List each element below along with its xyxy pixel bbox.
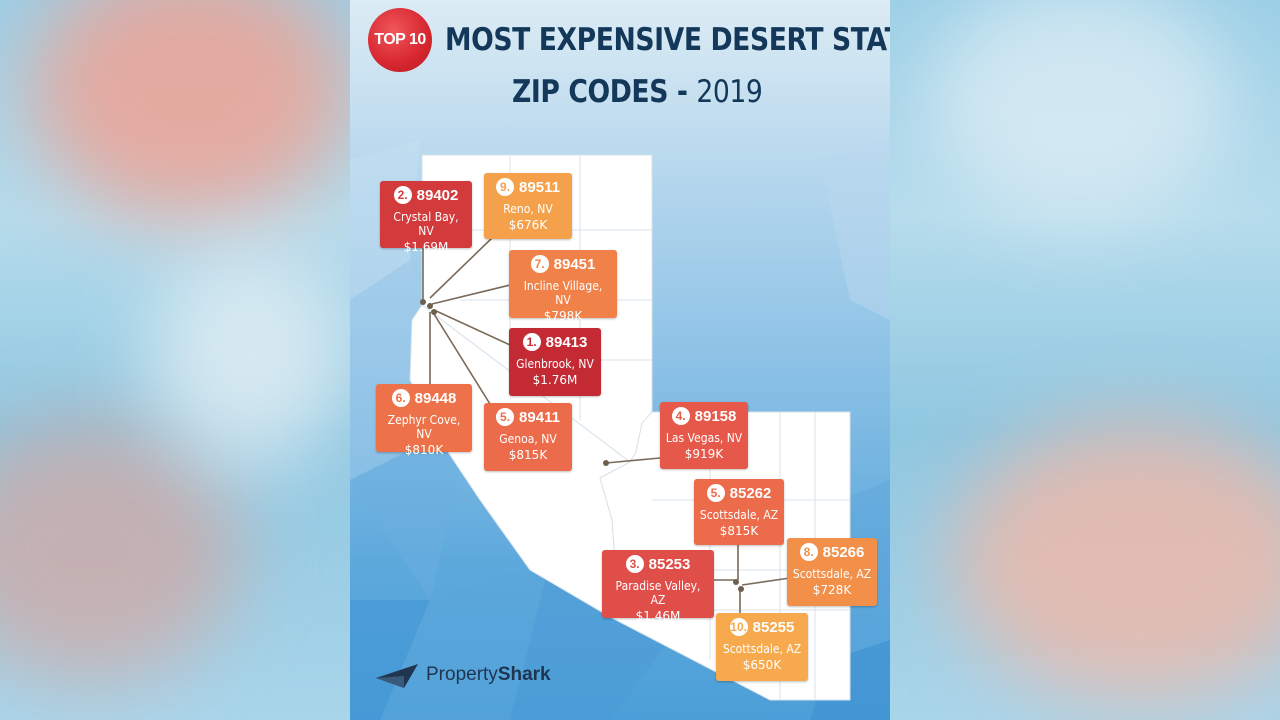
marker-card-89413[interactable]: 1. 89413 Glenbrook, NV $1.76M xyxy=(509,328,601,396)
price-label: $810K xyxy=(404,443,444,457)
marker-card-85262[interactable]: 5. 85262 Scottsdale, AZ $815K xyxy=(694,479,784,545)
marker-card-85253[interactable]: 3. 85253 Paradise Valley, AZ $1.46M xyxy=(602,550,714,623)
zip-code: 89448 xyxy=(414,389,457,407)
zip-code: 89158 xyxy=(694,407,737,425)
zip-code: 89402 xyxy=(416,186,459,204)
marker-card-89451[interactable]: 7. 89451 Incline Village, NV $798K xyxy=(509,250,617,323)
marker-connectors xyxy=(422,237,791,615)
rank-badge: 2. xyxy=(393,186,412,204)
price-label: $798K xyxy=(543,309,583,323)
marker-dots xyxy=(420,299,744,592)
left-blurred-backdrop xyxy=(0,0,350,720)
right-blurred-backdrop xyxy=(890,0,1280,720)
price-label: $815K xyxy=(508,448,548,462)
price-label: $1.46M xyxy=(635,609,681,623)
price-label: $728K xyxy=(812,583,852,597)
zip-code: 85266 xyxy=(822,543,865,561)
price-label: $650K xyxy=(742,658,782,672)
rank-badge: 10. xyxy=(729,618,748,636)
city-label: Zephyr Cove, NV xyxy=(387,413,461,441)
marker-card-89158[interactable]: 4. 89158 Las Vegas, NV $919K xyxy=(660,402,748,469)
price-label: $1.69M xyxy=(403,240,449,254)
zip-code: 89413 xyxy=(545,333,588,351)
city-label: Incline Village, NV xyxy=(523,279,603,307)
city-label: Scottsdale, AZ xyxy=(699,508,779,522)
city-label: Las Vegas, NV xyxy=(665,431,743,445)
rank-badge: 3. xyxy=(625,555,644,573)
city-label: Genoa, NV xyxy=(499,432,557,446)
rank-badge: 5. xyxy=(706,484,725,502)
rank-badge: 5. xyxy=(496,408,515,426)
rank-badge: 6. xyxy=(391,389,410,407)
city-label: Reno, NV xyxy=(503,202,553,216)
top-10-badge: TOP 10 xyxy=(368,8,432,72)
subtitle-year: 2019 xyxy=(696,74,763,110)
city-label: Crystal Bay, NV xyxy=(393,210,459,238)
price-label: $815K xyxy=(719,524,759,538)
price-label: $919K xyxy=(684,447,724,461)
zip-code: 85255 xyxy=(752,618,795,636)
brand-logo: PropertyShark xyxy=(374,660,551,690)
zip-code: 89411 xyxy=(519,408,560,426)
city-label: Scottsdale, AZ xyxy=(792,567,872,581)
rank-badge: 4. xyxy=(671,407,690,425)
rank-badge: 1. xyxy=(522,333,541,351)
subtitle-text: ZIP CODES - xyxy=(512,74,688,110)
price-label: $676K xyxy=(508,218,548,232)
marker-card-85255[interactable]: 10. 85255 Scottsdale, AZ $650K xyxy=(716,613,808,681)
marker-card-89411[interactable]: 5. 89411 Genoa, NV $815K xyxy=(484,403,572,471)
zip-code: 85253 xyxy=(648,555,691,573)
page-subtitle: ZIP CODES - 2019 xyxy=(512,74,763,110)
rank-badge: 7. xyxy=(530,255,549,273)
city-label: Scottsdale, AZ xyxy=(722,642,802,656)
marker-card-89448[interactable]: 6. 89448 Zephyr Cove, NV $810K xyxy=(376,384,472,457)
brand-name-light: Property xyxy=(426,664,498,685)
shark-logo-icon xyxy=(376,664,418,688)
marker-card-89402[interactable]: 2. 89402 Crystal Bay, NV $1.69M xyxy=(380,181,472,254)
rank-badge: 8. xyxy=(799,543,818,561)
marker-card-89511[interactable]: 9. 89511 Reno, NV $676K xyxy=(484,173,572,239)
city-label: Paradise Valley, AZ xyxy=(615,579,701,607)
infographic-panel: TOP 10 MOST EXPENSIVE DESERT STATES ZIP … xyxy=(350,0,890,720)
rank-badge: 9. xyxy=(496,178,515,196)
zip-code: 85262 xyxy=(729,484,772,502)
marker-card-85266[interactable]: 8. 85266 Scottsdale, AZ $728K xyxy=(787,538,877,606)
page-title: MOST EXPENSIVE DESERT STATES xyxy=(445,22,890,58)
brand-name: PropertyShark xyxy=(426,664,551,686)
brand-name-bold: Shark xyxy=(497,664,551,685)
price-label: $1.76M xyxy=(532,373,578,387)
zip-code: 89511 xyxy=(519,178,560,196)
zip-code: 89451 xyxy=(553,255,596,273)
city-label: Glenbrook, NV xyxy=(516,357,594,371)
